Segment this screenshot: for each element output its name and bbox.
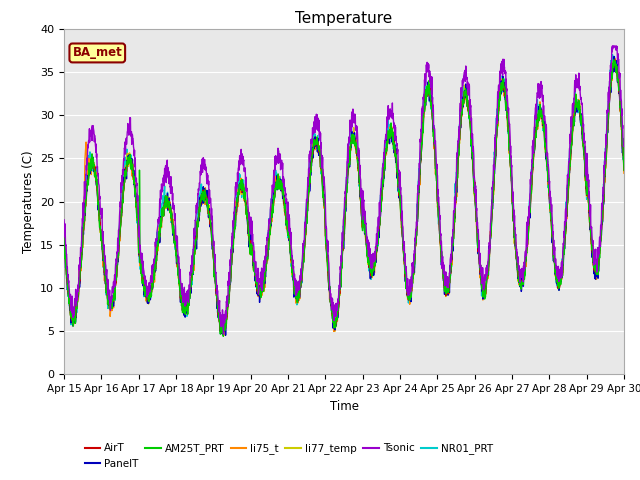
X-axis label: Time: Time [330, 400, 358, 413]
Legend: AirT, PanelT, AM25T_PRT, li75_t, li77_temp, Tsonic, NR01_PRT: AirT, PanelT, AM25T_PRT, li75_t, li77_te… [81, 439, 497, 473]
Text: BA_met: BA_met [72, 47, 122, 60]
Y-axis label: Temperatures (C): Temperatures (C) [22, 150, 35, 253]
Title: Temperature: Temperature [296, 11, 392, 26]
